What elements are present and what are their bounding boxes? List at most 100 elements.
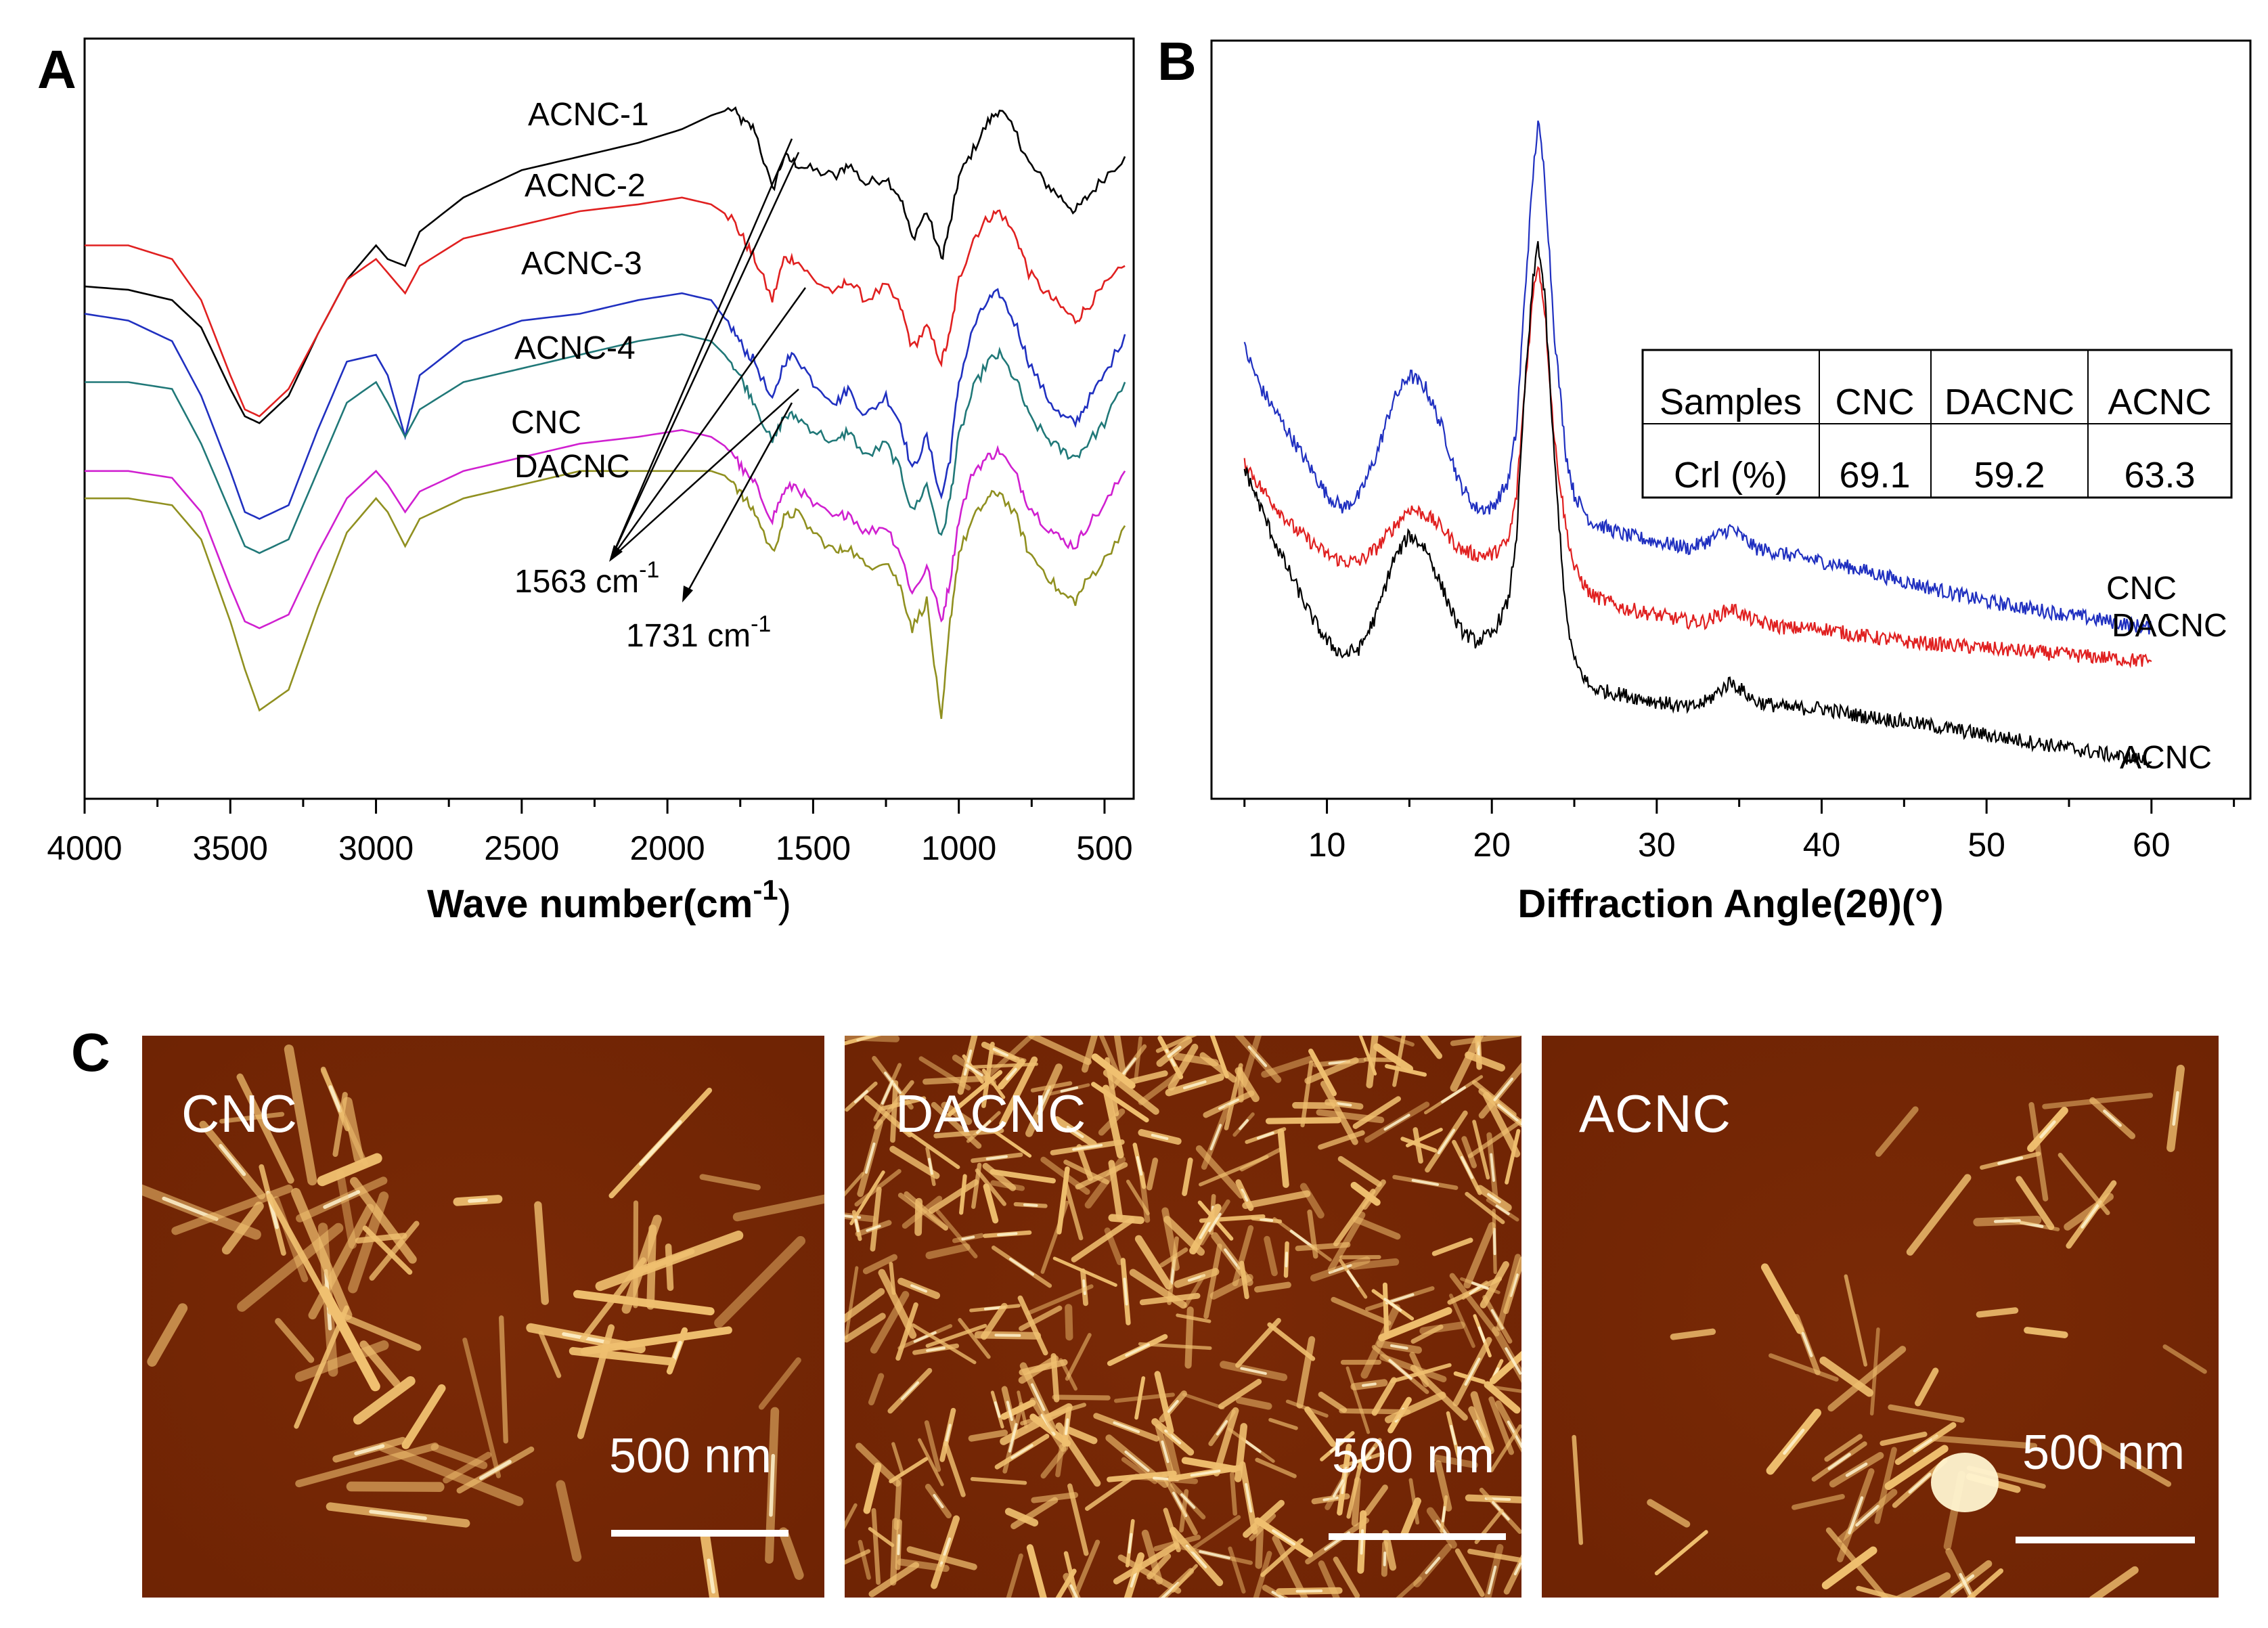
afm-fiber	[291, 1187, 353, 1320]
afm-fiber-highlight	[1239, 1119, 1249, 1130]
afm-fiber-highlight	[369, 1510, 427, 1520]
afm-fiber	[858, 1539, 871, 1580]
afm-fiber	[1304, 1057, 1359, 1084]
afm-scale-bar	[1329, 1533, 1506, 1540]
afm-fiber-highlight	[672, 1340, 682, 1361]
afm-fiber	[1147, 1158, 1159, 1191]
afm-fiber-highlight	[965, 1063, 983, 1077]
afm-fiber-highlight	[1151, 1133, 1169, 1141]
afm-fiber	[1760, 1263, 1804, 1334]
xrd-tick-label: 60	[2133, 826, 2171, 864]
afm-fiber	[1371, 1377, 1397, 1416]
afm-fiber	[295, 1442, 439, 1488]
ftir-series-label: ACNC-2	[525, 168, 646, 204]
afm-fiber	[1267, 1322, 1316, 1361]
afm-fiber	[2024, 1327, 2068, 1338]
afm-fiber-highlight	[910, 1284, 928, 1293]
afm-fiber-highlight	[1993, 1218, 2021, 1223]
afm-fiber-highlight	[1161, 1440, 1170, 1464]
afm-fiber	[845, 1266, 859, 1340]
afm-fiber-highlight	[1010, 1444, 1033, 1459]
afm-fiber	[1915, 1367, 1939, 1407]
arrow-1563-d	[610, 389, 799, 559]
afm-fiber	[845, 1503, 858, 1530]
afm-fiber	[1091, 1053, 1136, 1089]
xrd-tick-label: 20	[1473, 826, 1511, 864]
annotation-1563: 1563 cm-1	[514, 557, 659, 600]
afm-fiber-highlight	[864, 1142, 876, 1174]
afm-fiber	[855, 1443, 901, 1487]
afm-fiber-highlight	[961, 1235, 975, 1241]
ftir-x-ticks: 4000 3500 3000 2500 2000 1500 1000 500	[47, 797, 1134, 867]
afm-fiber-highlight	[1493, 1077, 1513, 1101]
afm-fiber-highlight	[866, 1225, 881, 1232]
afm-fiber	[1384, 1391, 1446, 1424]
afm-fiber	[2162, 1344, 2207, 1374]
table-header-cnc: CNC	[1836, 382, 1915, 422]
xrd-series-dacnc	[1243, 265, 2152, 669]
afm-fiber	[1254, 1281, 1291, 1293]
afm-fiber	[2042, 1093, 2154, 1109]
afm-fiber-highlight	[2172, 1091, 2179, 1126]
afm-fiber	[348, 1191, 389, 1294]
afm-fiber	[1792, 1493, 1845, 1510]
afm-fiber-highlight	[900, 1381, 919, 1401]
afm-fiber-highlight	[1441, 1086, 1467, 1103]
afm-fiber	[1454, 1548, 1485, 1598]
afm-fiber-highlight	[1006, 1401, 1013, 1422]
afm-fiber-highlight	[1289, 1229, 1315, 1249]
afm-fiber	[1261, 1055, 1316, 1078]
afm-fiber	[1884, 1445, 1949, 1491]
afm-fiber	[1410, 1365, 1468, 1421]
afm-fiber	[573, 1290, 715, 1316]
afm-fiber	[569, 1346, 676, 1366]
afm-fiber	[924, 1420, 941, 1472]
afm-fiber	[981, 1302, 1008, 1340]
afm-fiber	[1824, 1434, 1863, 1462]
afm-fiber	[1019, 1359, 1068, 1376]
afm-fiber	[1378, 1306, 1452, 1342]
afm-image-cnc: CNC 500 nm	[142, 1036, 824, 1598]
afm-fiber	[845, 1288, 885, 1323]
afm-fiber	[171, 1184, 293, 1235]
afm-fiber	[845, 1172, 865, 1197]
afm-fiber	[1318, 1130, 1365, 1150]
afm-fiber	[1159, 1247, 1188, 1268]
afm-fiber	[1467, 1548, 1521, 1563]
afm-fiber-highlight	[1006, 1068, 1017, 1080]
afm-fiber	[1265, 1117, 1341, 1124]
afm-fiber	[1052, 1394, 1111, 1401]
afm-fiber-highlight	[1437, 1128, 1456, 1155]
afm-fiber	[925, 1323, 987, 1348]
afm-fiber-highlight	[354, 1444, 385, 1455]
xrd-series-label: ACNC	[2120, 740, 2212, 776]
afm-fiber-highlight	[1069, 1584, 1078, 1598]
afm-fiber	[890, 1080, 899, 1143]
afm-fiber-highlight	[1497, 1103, 1521, 1125]
afm-fiber	[1769, 1353, 1839, 1382]
ftir-tick-label: 1500	[776, 829, 851, 867]
afm-fiber	[1463, 1222, 1496, 1289]
afm-fiber	[863, 1462, 882, 1514]
table-header-dacnc: DACNC	[1944, 382, 2074, 422]
afm-fiber	[845, 1036, 900, 1042]
afm-fiber	[983, 1183, 999, 1224]
afm-fiber	[556, 1480, 582, 1562]
afm-fiber-highlight	[1190, 1469, 1221, 1477]
afm-fiber-highlight	[845, 1214, 862, 1219]
panel-letter-a: A	[37, 39, 76, 100]
afm-fiber	[1040, 1445, 1069, 1479]
annotation-1731: 1731 cm-1	[626, 611, 771, 654]
afm-fiber	[1134, 1036, 1142, 1081]
afm-fiber	[1098, 1036, 1121, 1079]
afm-fiber-highlight	[976, 1120, 992, 1135]
afm-fiber	[221, 1202, 264, 1255]
afm-fiber	[890, 1518, 899, 1586]
ftir-x-axis-label: Wave number(cm-1)	[427, 874, 791, 926]
afm-fiber	[1821, 1546, 1877, 1589]
afm-fiber	[1489, 1350, 1521, 1384]
afm-fiber-highlight	[1008, 1258, 1035, 1276]
afm-fiber	[1182, 1158, 1193, 1196]
afm-fiber	[534, 1201, 550, 1305]
